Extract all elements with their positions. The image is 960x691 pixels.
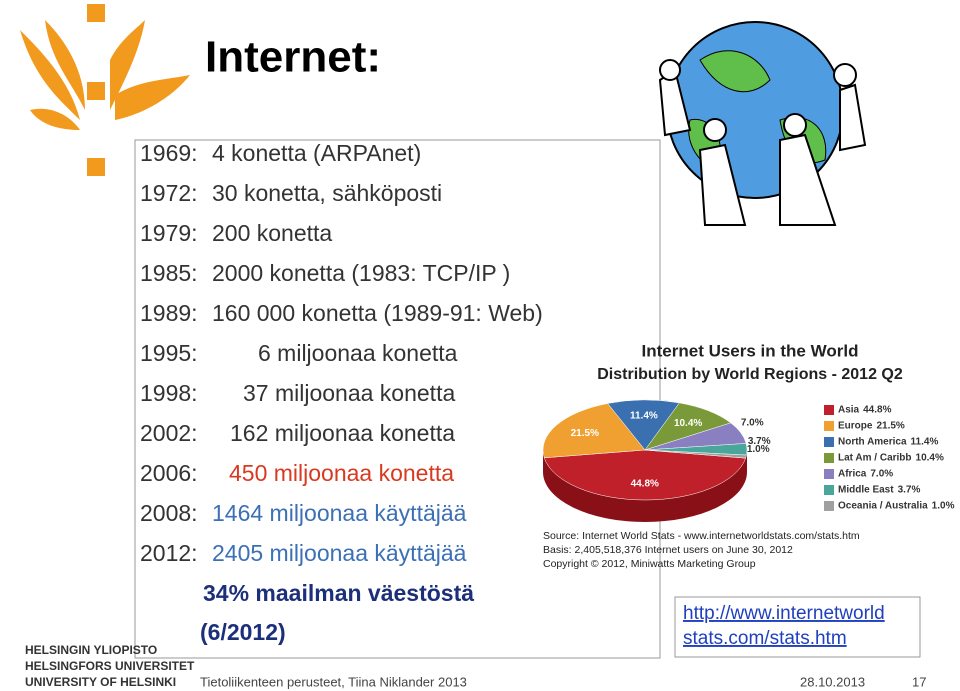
- legend-value: 7.0%: [870, 469, 893, 480]
- timeline-text: 200 konetta: [212, 220, 332, 246]
- legend-swatch: [824, 501, 834, 511]
- legend-swatch: [824, 405, 834, 415]
- timeline-text: 162 miljoonaa konetta: [230, 420, 455, 446]
- timeline-text: 450 miljoonaa konetta: [229, 460, 454, 486]
- pie-slice: [644, 449, 747, 459]
- legend-label: Middle East: [838, 485, 894, 496]
- timeline-year: 2012:: [140, 540, 198, 566]
- logo-mark: [20, 4, 190, 176]
- slice-label: 7.0%: [741, 417, 764, 428]
- legend-value: 3.7%: [898, 485, 921, 496]
- timeline-text: 37 miljoonaa konetta: [243, 380, 455, 406]
- frame: [134, 139, 661, 659]
- timeline-year: 1979:: [140, 220, 198, 246]
- legend-label: Europe: [838, 421, 873, 432]
- logo-text: HELSINGFORS UNIVERSITET: [25, 659, 195, 673]
- legend-label: Lat Am / Caribb: [838, 453, 912, 464]
- slice-label: 10.4%: [674, 418, 702, 429]
- link[interactable]: http://www.internetworld: [683, 603, 885, 624]
- timeline-year: 1989:: [140, 300, 198, 326]
- logo-text: UNIVERSITY OF HELSINKI: [25, 675, 176, 689]
- page-number: 17: [912, 674, 926, 689]
- pie-slice: [542, 403, 646, 459]
- chart-source: Source: Internet World Stats - www.inter…: [543, 530, 860, 542]
- timeline-year: 1985:: [140, 260, 198, 286]
- timeline-year: 2006:: [140, 460, 198, 486]
- legend-label: Oceania / Australia: [838, 501, 928, 512]
- legend-label: Africa: [838, 469, 867, 480]
- timeline-year: 1972:: [140, 180, 198, 206]
- legend-swatch: [824, 421, 834, 431]
- legend-swatch: [824, 469, 834, 479]
- chart-source: Copyright © 2012, Miniwatts Marketing Gr…: [543, 558, 756, 570]
- legend-value: 11.4%: [911, 437, 939, 448]
- timeline-year: 2002:: [140, 420, 198, 446]
- slice-label: 21.5%: [571, 428, 599, 439]
- timeline-text: 2000 konetta (1983: TCP/IP ): [212, 260, 510, 286]
- legend-swatch: [824, 453, 834, 463]
- population-note: 34% maailman väestöstä: [203, 580, 474, 606]
- timeline-year: 2008:: [140, 500, 198, 526]
- title: Internet:: [205, 33, 381, 82]
- legend-value: 1.0%: [932, 501, 955, 512]
- legend-label: North America: [838, 437, 907, 448]
- chart-title: Internet Users in the World: [642, 341, 859, 360]
- timeline-text: 2405 miljoonaa käyttäjää: [212, 540, 467, 566]
- timeline-text: 160 000 konetta (1989-91: Web): [212, 300, 543, 326]
- timeline-year: 1998:: [140, 380, 198, 406]
- slice-label: 1.0%: [747, 444, 770, 455]
- slice-label: 44.8%: [631, 479, 659, 490]
- timeline-text: 6 miljoonaa konetta: [258, 340, 458, 366]
- slice-label: 11.4%: [630, 411, 658, 422]
- timeline-text: 4 konetta (ARPAnet): [212, 140, 421, 166]
- timeline-text: 30 konetta, sähköposti: [212, 180, 442, 206]
- chart-subtitle: Distribution by World Regions - 2012 Q2: [597, 366, 903, 383]
- legend-swatch: [824, 437, 834, 447]
- legend-value: 10.4%: [916, 453, 944, 464]
- legend-label: Asia: [838, 405, 860, 416]
- timeline-text: 1464 miljoonaa käyttäjää: [212, 500, 467, 526]
- chart-source: Basis: 2,405,518,376 Internet users on J…: [543, 544, 793, 556]
- logo-text: HELSINGIN YLIOPISTO: [25, 643, 157, 657]
- legend-swatch: [824, 485, 834, 495]
- population-date: (6/2012): [200, 619, 286, 645]
- link-box: [674, 596, 921, 658]
- footer-course: Tietoliikenteen perusteet, Tiina Nikland…: [200, 674, 467, 689]
- legend-value: 21.5%: [876, 421, 904, 432]
- globe-clipart: [658, 21, 867, 226]
- footer-date: 28.10.2013: [800, 674, 865, 689]
- timeline-year: 1969:: [140, 140, 198, 166]
- pie-chart: Internet Users in the World Distribution …: [542, 341, 955, 570]
- pie-slice: [543, 449, 746, 501]
- legend-value: 44.8%: [863, 405, 891, 416]
- timeline-year: 1995:: [140, 340, 198, 366]
- link[interactable]: stats.com/stats.htm: [683, 628, 847, 649]
- pie-slice: [607, 399, 680, 451]
- slice-label: 3.7%: [748, 436, 771, 447]
